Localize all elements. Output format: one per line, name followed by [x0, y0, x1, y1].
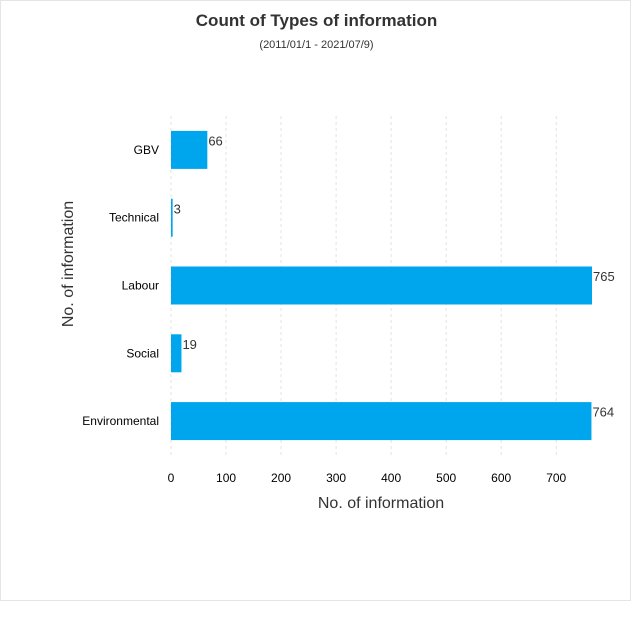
- data-label: 3: [174, 201, 181, 216]
- y-category-label: Social: [126, 346, 159, 360]
- y-axis-labels: GBV Technical Labour Social Environmental: [82, 143, 159, 428]
- x-axis-ticks: 0 100 200 300 400 500 600 700: [168, 471, 567, 485]
- bar[interactable]: [171, 402, 592, 441]
- data-label: 19: [182, 337, 196, 352]
- x-tick-label: 700: [546, 471, 566, 485]
- bar-chart: 66 3 765 19 764 GBV Technical Labour Social Envi…: [60, 116, 615, 512]
- x-tick-label: 400: [381, 471, 401, 485]
- x-tick-label: 100: [216, 471, 236, 485]
- y-category-label: Labour: [122, 279, 159, 293]
- y-category-label: GBV: [134, 143, 159, 157]
- bar[interactable]: [171, 198, 173, 237]
- bar[interactable]: [171, 334, 182, 373]
- x-tick-label: 300: [326, 471, 346, 485]
- data-label: 765: [593, 269, 615, 284]
- chart-subtitle: (2011/01/1 - 2021/07/9): [259, 39, 374, 51]
- x-tick-label: 500: [436, 471, 456, 485]
- y-category-label: Environmental: [82, 414, 159, 428]
- y-axis-title: No. of information: [60, 201, 77, 327]
- x-axis-title: No. of information: [318, 495, 444, 512]
- bar[interactable]: [171, 130, 208, 169]
- data-label: 764: [592, 405, 614, 420]
- y-category-label: Technical: [109, 211, 159, 225]
- bar[interactable]: [171, 266, 592, 305]
- x-tick-label: 600: [491, 471, 511, 485]
- x-tick-label: 0: [168, 471, 175, 485]
- data-label: 66: [208, 133, 222, 148]
- chart-title: Count of Types of information: [195, 11, 438, 30]
- x-tick-label: 200: [271, 471, 291, 485]
- bars: [171, 130, 592, 441]
- value-labels: 66 3 765 19 764: [174, 133, 615, 419]
